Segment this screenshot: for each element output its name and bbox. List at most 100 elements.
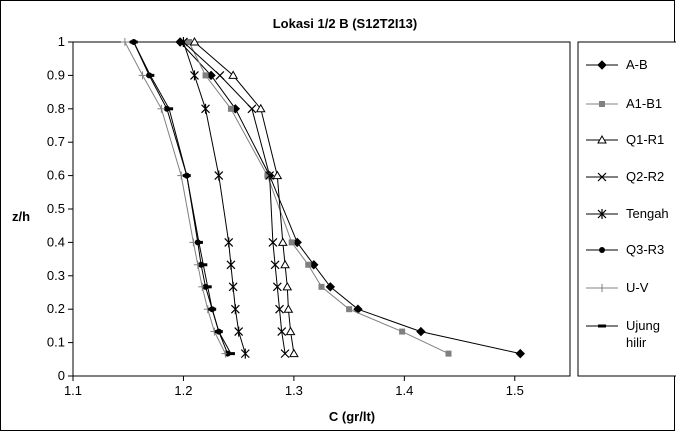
legend-marker: [597, 172, 607, 182]
data-point: [325, 282, 336, 292]
series-a1-b1: [185, 39, 452, 357]
data-point: [146, 73, 155, 77]
series-line: [188, 41, 449, 355]
legend-item: Q1-R1: [586, 132, 664, 147]
data-point: [305, 261, 312, 268]
data-point: [346, 306, 353, 313]
legend-item: Q3-R3: [586, 242, 664, 257]
data-point: [280, 349, 290, 359]
legend-label: A-B: [626, 57, 648, 72]
legend-marker: [599, 101, 605, 107]
legend-label: A1-B1: [626, 96, 662, 111]
data-point: [179, 37, 188, 47]
y-tick-label: 0.9: [47, 67, 65, 82]
data-point: [318, 283, 325, 290]
legend: A-B A1-B1 Q1-R1 Q2-R2 Tengah Q3-R3 U-V Ujung hil…: [586, 57, 669, 350]
y-tick-label: 0.5: [47, 201, 65, 216]
series-line: [124, 41, 226, 354]
chart-title: Lokasi 1/2 B (S12T2I13): [273, 16, 418, 31]
data-point: [283, 304, 294, 313]
y-tick-label: 1: [58, 34, 65, 49]
legend-item: U-V: [586, 280, 649, 295]
y-tick-label: 0.1: [47, 335, 65, 350]
data-point: [228, 281, 238, 292]
data-point: [399, 328, 406, 335]
y-ticks: 0 0.1 0.2 0.3 0.4 0.5 0.6 0.7 0.8 0.9 1: [47, 34, 73, 383]
data-point: [203, 285, 212, 289]
y-tick-label: 0.6: [47, 168, 65, 183]
legend-item: Ujung hilir: [586, 318, 660, 350]
data-point: [185, 39, 192, 45]
series-line: [182, 41, 246, 354]
data-point: [215, 70, 225, 80]
data-point: [182, 174, 191, 178]
data-point: [120, 38, 129, 46]
legend-label: Q3-R3: [626, 242, 664, 257]
x-tick-label: 1.4: [395, 383, 413, 398]
legend-label: Q1-R1: [626, 132, 664, 147]
data-point: [416, 326, 426, 337]
series-layer: [120, 36, 526, 359]
data-point: [138, 71, 147, 80]
series-q2-r2: [179, 37, 290, 359]
data-point: [277, 327, 287, 337]
data-point: [289, 348, 299, 358]
data-point: [224, 237, 234, 248]
series-ujung-hilir: [129, 40, 235, 356]
legend-label: Ujung: [626, 318, 660, 333]
y-tick-label: 0.4: [47, 234, 65, 249]
data-point: [280, 259, 290, 269]
y-tick-label: 0.8: [47, 101, 65, 116]
data-point: [282, 281, 293, 291]
y-tick-label: 0: [58, 368, 65, 383]
data-point: [199, 263, 208, 267]
series-line: [183, 41, 286, 354]
x-tick-label: 1.3: [285, 383, 303, 398]
series-line: [194, 41, 295, 354]
data-point: [226, 259, 236, 270]
series-line: [133, 41, 232, 354]
data-point: [272, 282, 282, 292]
data-point: [234, 326, 244, 337]
data-point: [445, 350, 452, 357]
y-tick-label: 0.7: [47, 134, 65, 149]
y-tick-label: 0.3: [47, 268, 65, 283]
x-axis-title: C (gr/lt): [329, 409, 375, 424]
plot-area: [72, 41, 571, 377]
x-ticks: 1.1 1.2 1.3 1.4 1.5: [64, 376, 524, 398]
legend-item: Tengah: [586, 206, 669, 221]
legend-label: U-V: [626, 280, 649, 295]
data-point: [264, 172, 271, 179]
x-tick-label: 1.5: [506, 383, 524, 398]
data-point: [214, 330, 223, 334]
legend-label: Q2-R2: [626, 169, 664, 184]
legend-marker: [597, 209, 607, 219]
data-point: [201, 103, 210, 114]
data-point: [165, 107, 174, 111]
legend-item: Q2-R2: [586, 169, 664, 184]
series-q1-r1: [189, 36, 299, 358]
data-point: [285, 326, 296, 336]
data-point: [202, 72, 209, 79]
legend-label-line2: hilir: [626, 335, 647, 350]
data-point: [247, 104, 257, 114]
data-point: [268, 237, 278, 247]
data-point: [230, 304, 240, 315]
legend-marker: [598, 284, 606, 292]
legend-label: Tengah: [626, 206, 669, 221]
y-tick-label: 0.2: [47, 301, 65, 316]
legend-marker: [598, 324, 606, 328]
series-line: [179, 41, 521, 355]
x-tick-label: 1.2: [174, 383, 192, 398]
data-point: [515, 348, 526, 359]
legend-box: [577, 41, 676, 377]
data-point: [240, 348, 250, 359]
data-point: [265, 171, 275, 181]
legend-item: A1-B1: [586, 96, 662, 111]
legend-item: A-B: [586, 57, 648, 72]
data-point: [255, 103, 266, 113]
data-point: [157, 104, 166, 113]
data-point: [270, 260, 280, 270]
